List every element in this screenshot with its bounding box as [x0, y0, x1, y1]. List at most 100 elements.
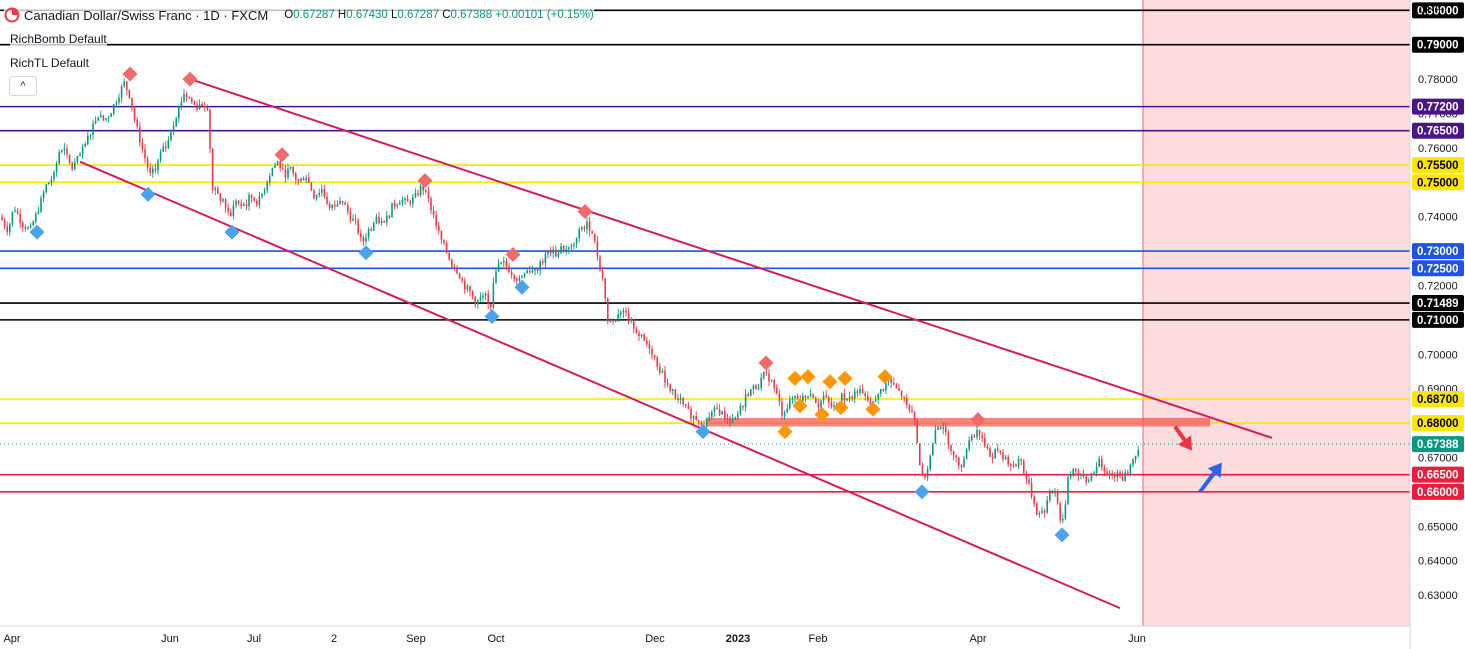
candle-body: [807, 395, 809, 398]
candle-body: [747, 394, 749, 397]
candle-body: [284, 169, 287, 178]
candle-body: [578, 229, 580, 238]
collapse-indicators-button[interactable]: ^: [9, 76, 37, 96]
candle-body: [859, 388, 861, 394]
candle-body: [1075, 468, 1077, 472]
candle-body: [638, 332, 640, 336]
candle-body: [71, 162, 73, 170]
candle-body: [864, 393, 866, 397]
candle-body: [937, 427, 939, 430]
candle-body: [292, 166, 294, 174]
candle-body: [1072, 468, 1074, 475]
candle-body: [466, 286, 469, 290]
open-value: 0.67287: [293, 9, 335, 21]
candle-body: [1030, 483, 1033, 497]
level-tag-2-bg: [1412, 98, 1464, 115]
candle-body: [960, 465, 963, 467]
candle-body: [279, 161, 281, 169]
candle-body: [906, 398, 908, 406]
signal-marker-bottom: [29, 224, 45, 240]
candle-body: [557, 252, 560, 257]
candle-body: [492, 282, 495, 308]
symbol-title[interactable]: Canadian Dollar/Swiss Franc · 1D · FXCM: [24, 7, 269, 23]
candle-body: [326, 196, 328, 204]
candle-body: [68, 154, 71, 163]
candle-body: [812, 394, 814, 398]
candle-body: [565, 249, 567, 252]
candle-body: [674, 389, 677, 399]
candle-body: [898, 388, 900, 391]
candle-body: [1121, 476, 1124, 481]
candle-body: [14, 210, 16, 212]
price-tick-2: 0.65000: [1418, 521, 1458, 533]
candle-body: [191, 98, 193, 102]
signal-marker-top: [758, 355, 774, 371]
candle-body: [482, 295, 484, 298]
level-tag-8-bg: [1412, 295, 1464, 312]
candle-body: [453, 266, 456, 270]
candle-body: [263, 190, 266, 194]
candle-body: [1020, 459, 1022, 461]
candle-body: [323, 189, 326, 197]
candle-body: [45, 184, 47, 193]
price-tick-4: 0.67000: [1418, 452, 1458, 464]
candle-body: [1043, 510, 1046, 513]
candle-body: [230, 211, 232, 217]
candle-body: [1041, 510, 1043, 514]
candle-body: [622, 310, 625, 313]
candle-body: [958, 457, 960, 466]
candle-body: [664, 370, 666, 383]
candle-body: [131, 97, 133, 109]
indicator-richbomb[interactable]: RichBomb Default: [10, 31, 107, 47]
level-tag-1: 0.79000: [1417, 40, 1459, 52]
level-tag-12: 0.66500: [1417, 470, 1459, 482]
candle-body: [118, 97, 120, 103]
candle-body: [331, 204, 333, 208]
candle-body: [830, 402, 833, 407]
candle-body: [815, 397, 817, 404]
candle-body: [544, 254, 547, 264]
candle-body: [110, 113, 112, 118]
candle-body: [1095, 466, 1098, 473]
candle-body: [227, 207, 229, 212]
candle-body: [950, 444, 952, 452]
future-projection-area: [1143, 0, 1410, 626]
level-tag-7: 0.72500: [1417, 263, 1459, 275]
signal-marker-bottom: [358, 245, 374, 261]
signal-marker-alt: [792, 398, 808, 414]
indicator-richtl[interactable]: RichTL Default: [10, 55, 89, 71]
candle-body: [360, 233, 362, 238]
level-tag-6-bg: [1412, 243, 1464, 260]
candle-body: [651, 348, 653, 355]
candle-body: [349, 211, 352, 221]
signal-marker-alt: [822, 374, 838, 390]
candle-body: [495, 271, 497, 283]
candle-body: [430, 198, 432, 211]
candle-body: [1062, 518, 1064, 521]
candle-body: [1015, 464, 1017, 467]
candle-body: [248, 194, 250, 207]
candle-body: [505, 260, 508, 267]
candle-body: [1017, 459, 1020, 467]
candle-body: [601, 270, 604, 279]
candle-body: [760, 377, 762, 388]
candle-body: [133, 108, 136, 120]
candle-body: [560, 246, 562, 253]
candle-body: [1067, 477, 1069, 505]
candle-body: [136, 119, 138, 127]
candle-body: [755, 385, 757, 389]
candle-body: [627, 312, 630, 321]
candle-body: [1080, 473, 1082, 476]
candle-body: [1108, 473, 1111, 475]
candle-body: [768, 373, 770, 382]
candle-body: [633, 318, 635, 329]
candle-body: [300, 178, 302, 182]
level-tag-11: 0.68000: [1417, 418, 1459, 430]
candle-body: [677, 398, 679, 400]
candle-body: [989, 448, 991, 457]
candle-body: [682, 398, 684, 405]
candle-body: [456, 269, 458, 274]
candle-body: [939, 427, 942, 429]
candle-body: [724, 411, 726, 419]
